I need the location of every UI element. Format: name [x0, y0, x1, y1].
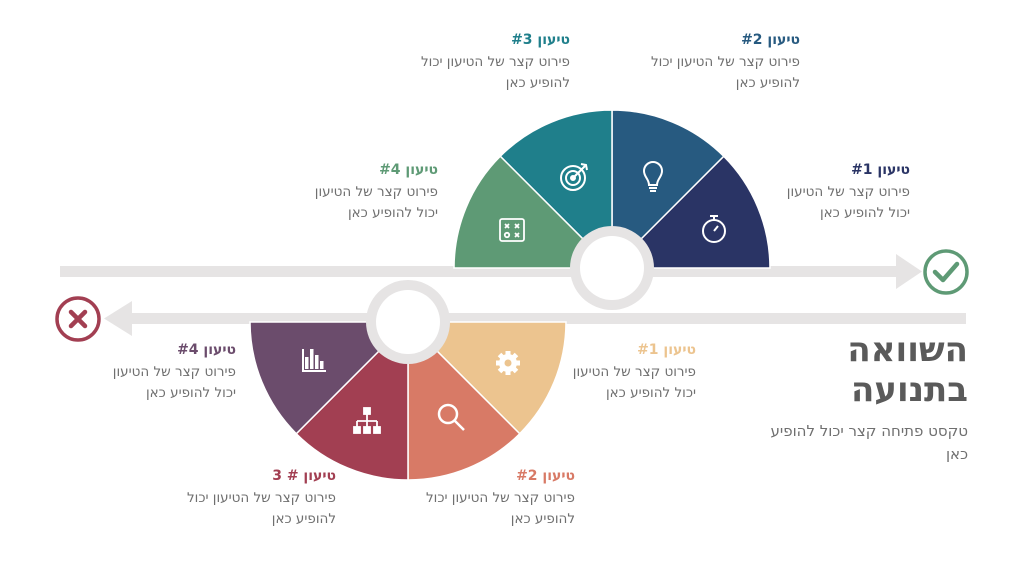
positive-title-1: טיעון #1: [851, 162, 910, 178]
negative-track: [118, 313, 966, 324]
negative-label-2: טיעון #2 פירוט קצר של הטיעון יכול להופיע…: [420, 467, 575, 530]
negative-segment-4: [249, 321, 410, 435]
negative-label-3: טיעון # 3 פירוט קצר של הטיעון יכול להופי…: [178, 467, 336, 530]
positive-text-3: פירוט קצר של הטיעון יכול להופיע כאן: [420, 54, 570, 91]
negative-text-3: פירוט קצר של הטיעון יכול להופיע כאן: [186, 490, 336, 527]
negative-title-1: טיעון #1: [637, 342, 696, 358]
org-chart-icon: [353, 407, 381, 434]
strategy-board-icon: [499, 218, 525, 242]
positive-title-3: טיעון #3: [511, 32, 570, 48]
negative-text-1: פירוט קצר של הטיעון יכול להופיע כאן: [572, 364, 696, 401]
positive-label-3: טיעון #3 פירוט קצר של הטיעון יכול להופיע…: [410, 31, 570, 94]
positive-segment-4: [453, 155, 614, 269]
negative-label-1: טיעון #1 פירוט קצר של הטיעון יכול להופיע…: [566, 341, 696, 404]
bar-chart-icon: [302, 349, 326, 372]
negative-segment-1: [406, 321, 567, 435]
positive-arrowhead: [896, 254, 922, 289]
negative-title-3: טיעון # 3: [272, 468, 336, 484]
negative-text-2: פירוט קצר של הטיעון יכול להופיע כאן: [425, 490, 575, 527]
page-subtitle: טקסט פתיחה קצר יכול להופיע כאן: [770, 422, 968, 463]
stopwatch-icon: [702, 215, 726, 243]
positive-segment-3: [499, 109, 613, 270]
positive-segment-1: [610, 155, 771, 269]
positive-label-1: טיעון #1 פירוט קצר של הטיעון יכול להופיע…: [780, 161, 910, 224]
check-icon: [923, 249, 969, 295]
negative-text-4: פירוט קצר של הטיעון יכול להופיע כאן: [112, 364, 236, 401]
cross-icon: [55, 296, 101, 342]
positive-track: [60, 266, 910, 277]
target-icon: [560, 163, 588, 191]
positive-title-4: טיעון #4: [379, 162, 438, 178]
gear-icon: [496, 351, 520, 375]
positive-text-2: פירוט קצר של הטיעון יכול להופיע כאן: [650, 54, 800, 91]
negative-segment-3: [295, 320, 409, 481]
positive-label-4: טיעון #4 פירוט קצר של הטיעון יכול להופיע…: [306, 161, 438, 224]
positive-text-1: פירוט קצר של הטיעון יכול להופיע כאן: [786, 184, 910, 221]
negative-title-4: טיעון #4: [177, 342, 236, 358]
positive-title-2: טיעון #2: [741, 32, 800, 48]
negative-label-4: טיעון #4 פירוט קצר של הטיעון יכול להופיע…: [106, 341, 236, 404]
positive-segment-2: [611, 109, 725, 270]
positive-label-2: טיעון #2 פירוט קצר של הטיעון יכול להופיע…: [640, 31, 800, 94]
negative-ring: [249, 320, 567, 481]
magnifier-icon: [437, 403, 465, 431]
page-title: השוואה בתנועה: [847, 330, 968, 410]
negative-title-2: טיעון #2: [516, 468, 575, 484]
positive-ring: [453, 109, 771, 270]
negative-arrowhead: [104, 301, 132, 336]
positive-text-4: פירוט קצר של הטיעון יכול להופיע כאן: [314, 184, 438, 221]
negative-segment-2: [407, 320, 521, 481]
lightbulb-icon: [642, 161, 664, 192]
